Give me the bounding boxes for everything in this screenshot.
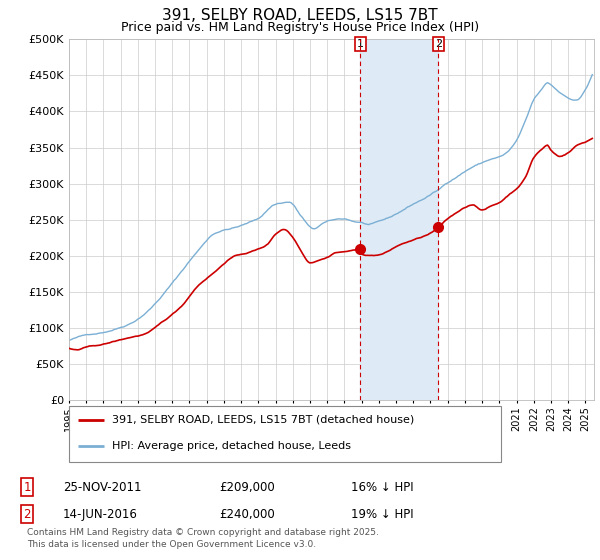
Text: 19% ↓ HPI: 19% ↓ HPI xyxy=(351,507,413,521)
Text: 391, SELBY ROAD, LEEDS, LS15 7BT (detached house): 391, SELBY ROAD, LEEDS, LS15 7BT (detach… xyxy=(112,415,415,425)
Text: £240,000: £240,000 xyxy=(219,507,275,521)
Text: 1: 1 xyxy=(23,480,31,494)
Text: £209,000: £209,000 xyxy=(219,480,275,494)
Text: 14-JUN-2016: 14-JUN-2016 xyxy=(63,507,138,521)
Text: Price paid vs. HM Land Registry's House Price Index (HPI): Price paid vs. HM Land Registry's House … xyxy=(121,21,479,34)
Text: 391, SELBY ROAD, LEEDS, LS15 7BT: 391, SELBY ROAD, LEEDS, LS15 7BT xyxy=(162,8,438,24)
Text: 16% ↓ HPI: 16% ↓ HPI xyxy=(351,480,413,494)
Bar xyxy=(360,39,438,400)
Text: 2: 2 xyxy=(23,507,31,521)
Text: Contains HM Land Registry data © Crown copyright and database right 2025.
This d: Contains HM Land Registry data © Crown c… xyxy=(27,528,379,549)
Text: 1: 1 xyxy=(357,39,364,49)
Text: HPI: Average price, detached house, Leeds: HPI: Average price, detached house, Leed… xyxy=(112,441,351,451)
Text: 25-NOV-2011: 25-NOV-2011 xyxy=(63,480,142,494)
FancyBboxPatch shape xyxy=(69,406,501,462)
Text: 2: 2 xyxy=(434,39,442,49)
